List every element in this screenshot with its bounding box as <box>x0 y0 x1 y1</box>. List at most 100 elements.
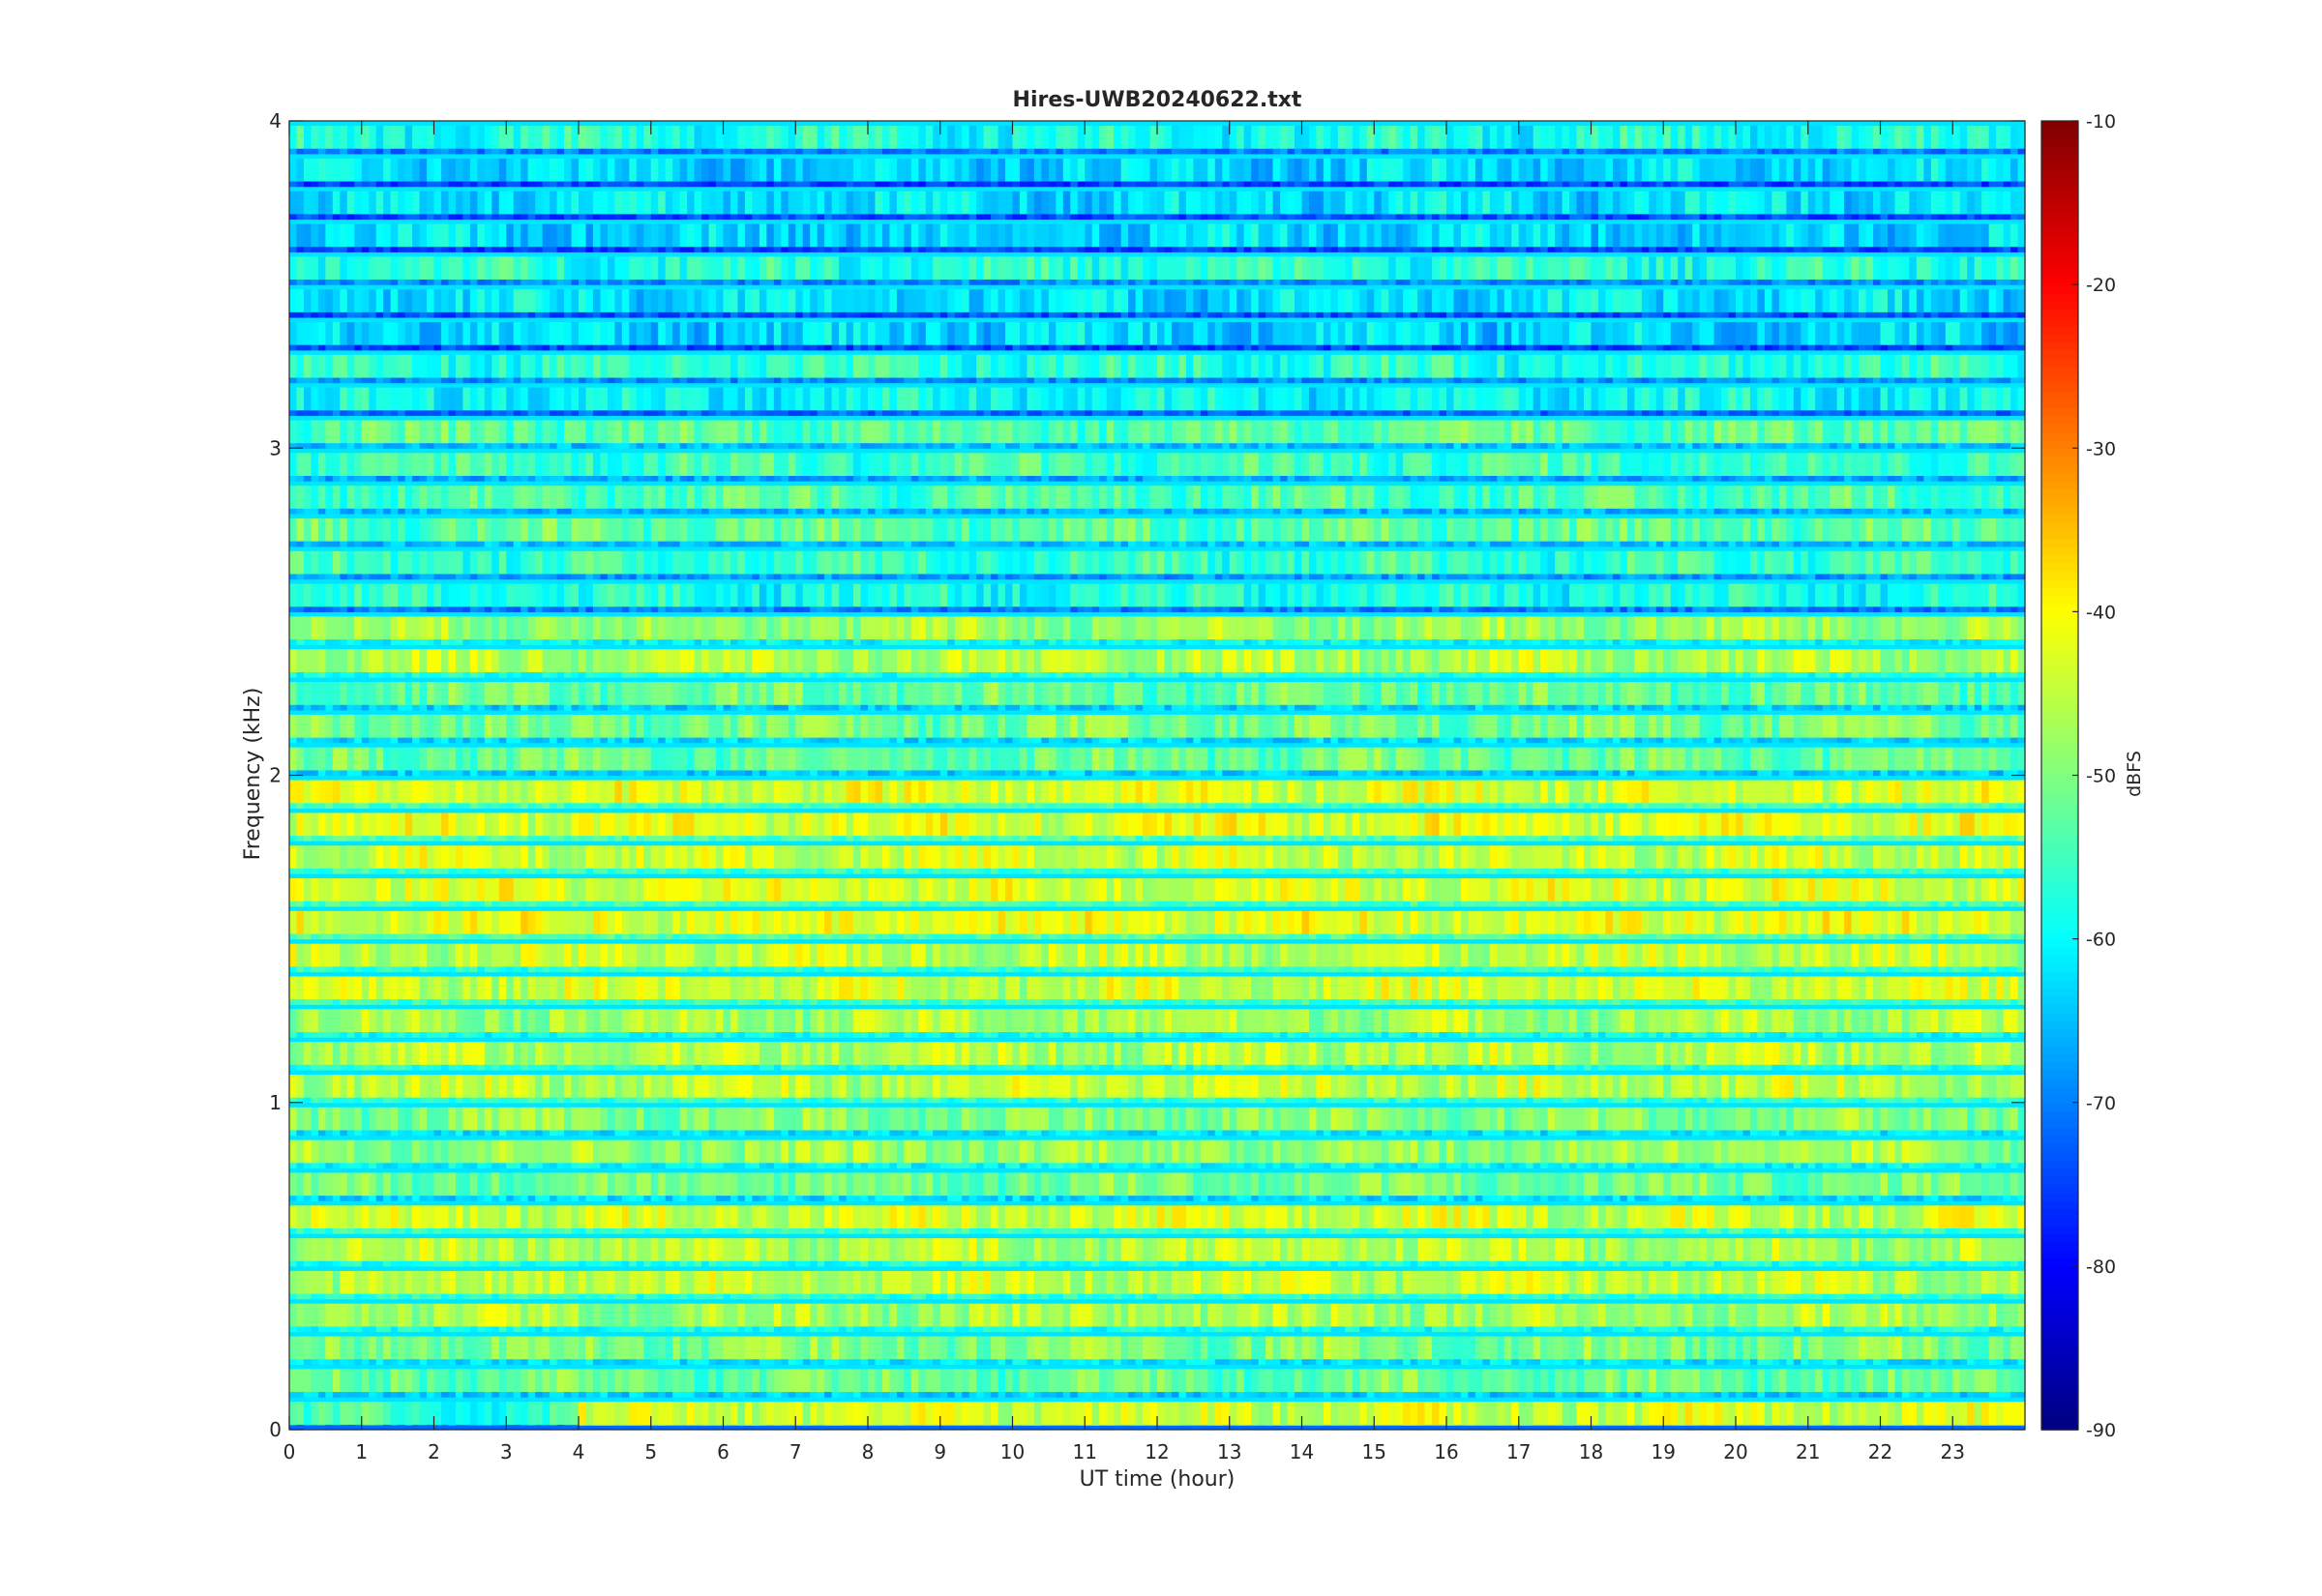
heatmap-cell <box>933 1369 941 1393</box>
heatmap-gap-cell <box>1366 1293 1375 1300</box>
heatmap-gap-cell <box>1337 1359 1346 1365</box>
heatmap-gap-cell <box>1424 1293 1433 1300</box>
heatmap-gap-cell <box>1251 1359 1260 1365</box>
heatmap-cell <box>332 1270 341 1295</box>
heatmap-cell <box>1468 1402 1476 1426</box>
heatmap-cell <box>398 1205 406 1229</box>
heatmap-cell <box>579 1107 587 1132</box>
heatmap-gap-cell <box>1439 1326 1447 1333</box>
heatmap-gap-cell <box>1229 1326 1237 1333</box>
heatmap-gap-cell <box>1974 1293 1982 1300</box>
heatmap-gap-cell <box>918 1227 927 1234</box>
heatmap-gap-cell <box>1417 1260 1426 1267</box>
heatmap-gap-cell <box>317 1130 326 1137</box>
heatmap-gap-cell <box>1446 1227 1455 1234</box>
heatmap-cell <box>1070 1336 1079 1360</box>
heatmap-gap-cell <box>354 1227 363 1234</box>
heatmap-cell <box>824 1336 833 1360</box>
heatmap-cell <box>1721 1172 1730 1197</box>
heatmap-cell <box>881 1139 891 1164</box>
heatmap-gap-cell <box>1713 1227 1722 1234</box>
heatmap-cell <box>817 1238 825 1262</box>
heatmap-cell <box>1193 1270 1202 1295</box>
heatmap-gap-cell <box>716 1130 725 1137</box>
heatmap-cell <box>427 1402 435 1426</box>
heatmap-cell <box>1474 1107 1483 1132</box>
heatmap-gap-cell <box>1265 1163 1274 1168</box>
heatmap-cell <box>1503 1336 1512 1360</box>
heatmap-gap-cell <box>1916 1196 1924 1201</box>
heatmap-cell <box>491 1107 500 1132</box>
heatmap-cell <box>839 1336 848 1360</box>
heatmap-cell <box>1178 1238 1187 1262</box>
heatmap-cell <box>716 1369 725 1393</box>
heatmap-gap-cell <box>1959 1359 1968 1365</box>
heatmap-cell <box>723 1336 731 1360</box>
heatmap-gap-cell <box>846 1097 854 1104</box>
heatmap-gap-cell <box>375 1097 384 1104</box>
heatmap-cell <box>1366 1172 1375 1197</box>
heatmap-cell <box>1974 1270 1982 1295</box>
heatmap-cell <box>469 1303 478 1328</box>
heatmap-cell <box>853 1139 862 1164</box>
heatmap-cell <box>527 1075 536 1099</box>
heatmap-cell <box>650 1075 659 1099</box>
heatmap-cell <box>1323 1172 1331 1197</box>
heatmap-gap-cell <box>1830 1196 1838 1201</box>
heatmap-cell <box>1468 1369 1476 1393</box>
heatmap-gap-cell <box>1699 1227 1708 1234</box>
heatmap-gap-cell <box>744 1163 753 1168</box>
heatmap-gap-cell <box>1077 1326 1086 1333</box>
heatmap-gap-cell <box>498 1260 507 1267</box>
heatmap-gap-cell <box>369 1163 377 1168</box>
heatmap-gap-cell <box>1692 1196 1701 1201</box>
heatmap-cell <box>853 1205 862 1229</box>
heatmap-cell <box>1793 1303 1801 1328</box>
heatmap-cell <box>962 1107 970 1132</box>
heatmap-gap-cell <box>1301 1130 1310 1137</box>
heatmap-cell <box>766 1270 775 1295</box>
heatmap-cell <box>455 1270 464 1295</box>
heatmap-gap-cell <box>1626 1293 1635 1300</box>
heatmap-cell <box>976 1139 985 1164</box>
heatmap-gap-cell <box>1114 1326 1122 1333</box>
heatmap-cell <box>1193 1402 1202 1426</box>
heatmap-cell <box>1200 1172 1208 1197</box>
heatmap-cell <box>1503 1172 1512 1197</box>
heatmap-gap-cell <box>824 1326 833 1333</box>
heatmap-cell <box>1056 1336 1064 1360</box>
heatmap-cell <box>1135 1369 1144 1393</box>
heatmap-cell <box>412 1238 421 1262</box>
heatmap-cell <box>1323 1238 1331 1262</box>
heatmap-gap-cell <box>427 1326 435 1333</box>
heatmap-cell <box>1432 1107 1441 1132</box>
heatmap-cell <box>1576 1172 1585 1197</box>
heatmap-cell <box>1901 1402 1910 1426</box>
heatmap-cell <box>317 1336 326 1360</box>
heatmap-cell <box>303 1172 313 1197</box>
heatmap-cell <box>419 1139 428 1164</box>
heatmap-gap-cell <box>296 1130 305 1137</box>
heatmap-cell <box>1988 1369 1997 1393</box>
heatmap-gap-cell <box>1474 1260 1483 1267</box>
heatmap-gap-cell <box>1091 1196 1100 1201</box>
heatmap-gap-cell <box>498 1097 507 1104</box>
heatmap-cell <box>968 1172 977 1197</box>
heatmap-cell <box>361 1205 370 1229</box>
heatmap-cell <box>1417 1402 1426 1426</box>
heatmap-gap-cell <box>1605 1196 1614 1201</box>
heatmap-gap-cell <box>1143 1392 1151 1398</box>
heatmap-gap-cell <box>896 1097 905 1104</box>
heatmap-gap-cell <box>354 1130 363 1137</box>
heatmap-cell <box>404 1238 413 1262</box>
heatmap-cell <box>1591 1369 1599 1393</box>
heatmap-gap-cell <box>831 1227 840 1234</box>
heatmap-gap-cell <box>1272 1260 1281 1267</box>
heatmap-gap-cell <box>716 1293 725 1300</box>
heatmap-cell <box>1742 1172 1751 1197</box>
heatmap-cell <box>947 1270 956 1295</box>
heatmap-gap-cell <box>1135 1260 1144 1267</box>
heatmap-gap-cell <box>1453 1196 1462 1201</box>
heatmap-cell <box>933 1336 941 1360</box>
heatmap-gap-cell <box>1222 1260 1231 1267</box>
